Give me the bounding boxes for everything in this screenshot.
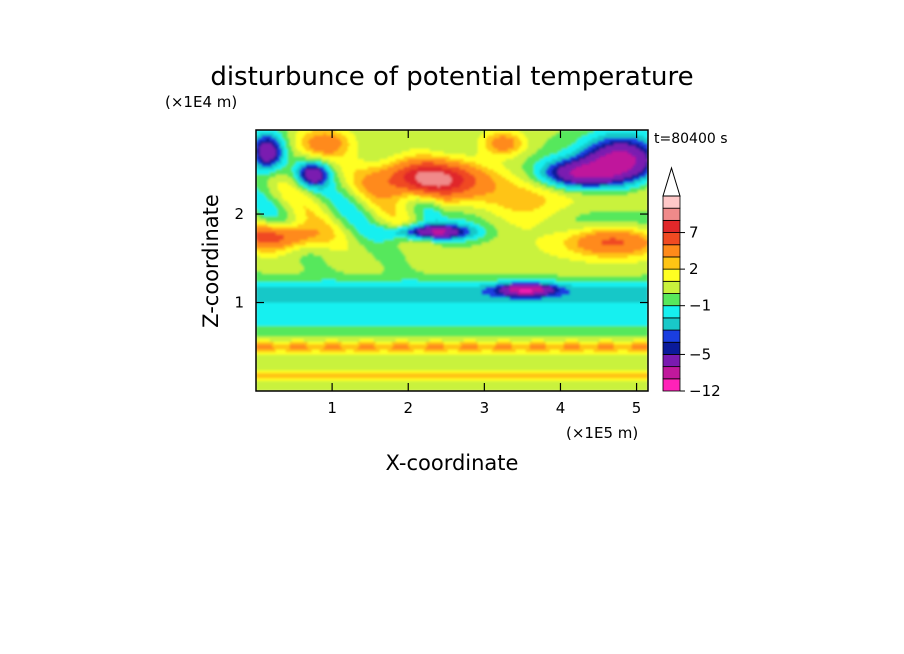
- colorbar-segment: [663, 196, 680, 208]
- y-tick-label: 1: [234, 294, 244, 312]
- colorbar-segment: [663, 306, 680, 318]
- y-unit-label: (×1E4 m): [165, 93, 237, 111]
- colorbar-segment: [663, 294, 680, 306]
- colorbar-segment: [663, 354, 680, 366]
- colorbar-segment: [663, 233, 680, 245]
- x-tick-label: 3: [480, 399, 490, 417]
- chart-title: disturbunce of potential temperature: [210, 62, 693, 92]
- colorbar-segment: [663, 379, 680, 391]
- colorbar-segment: [663, 318, 680, 330]
- colorbar-label: −5: [689, 345, 711, 363]
- x-tick-label: 1: [327, 399, 337, 417]
- x-unit-label: (×1E5 m): [566, 424, 638, 442]
- time-label: t=80400 s: [654, 131, 728, 147]
- colorbar-extension-arrow: [663, 168, 680, 196]
- colorbar-label: −1: [689, 297, 711, 315]
- colorbar-segment: [663, 269, 680, 281]
- contour-field: [256, 130, 649, 392]
- colorbar: −12−5−127: [663, 168, 721, 400]
- colorbar-segment: [663, 342, 680, 354]
- colorbar-label: 2: [689, 260, 699, 278]
- colorbar-segment: [663, 257, 680, 269]
- colorbar-segment: [663, 245, 680, 257]
- colorbar-label: 7: [689, 224, 699, 242]
- y-tick-label: 2: [234, 205, 244, 223]
- x-tick-label: 2: [403, 399, 413, 417]
- colorbar-segment: [663, 367, 680, 379]
- x-tick-label: 4: [556, 399, 566, 417]
- x-axis-label: X-coordinate: [386, 451, 519, 475]
- colorbar-segment: [663, 208, 680, 220]
- x-tick-label: 5: [632, 399, 642, 417]
- y-axis-label: Z-coordinate: [199, 194, 223, 328]
- colorbar-label: −12: [689, 382, 721, 400]
- colorbar-segment: [663, 220, 680, 232]
- colorbar-segment: [663, 281, 680, 293]
- colorbar-segment: [663, 330, 680, 342]
